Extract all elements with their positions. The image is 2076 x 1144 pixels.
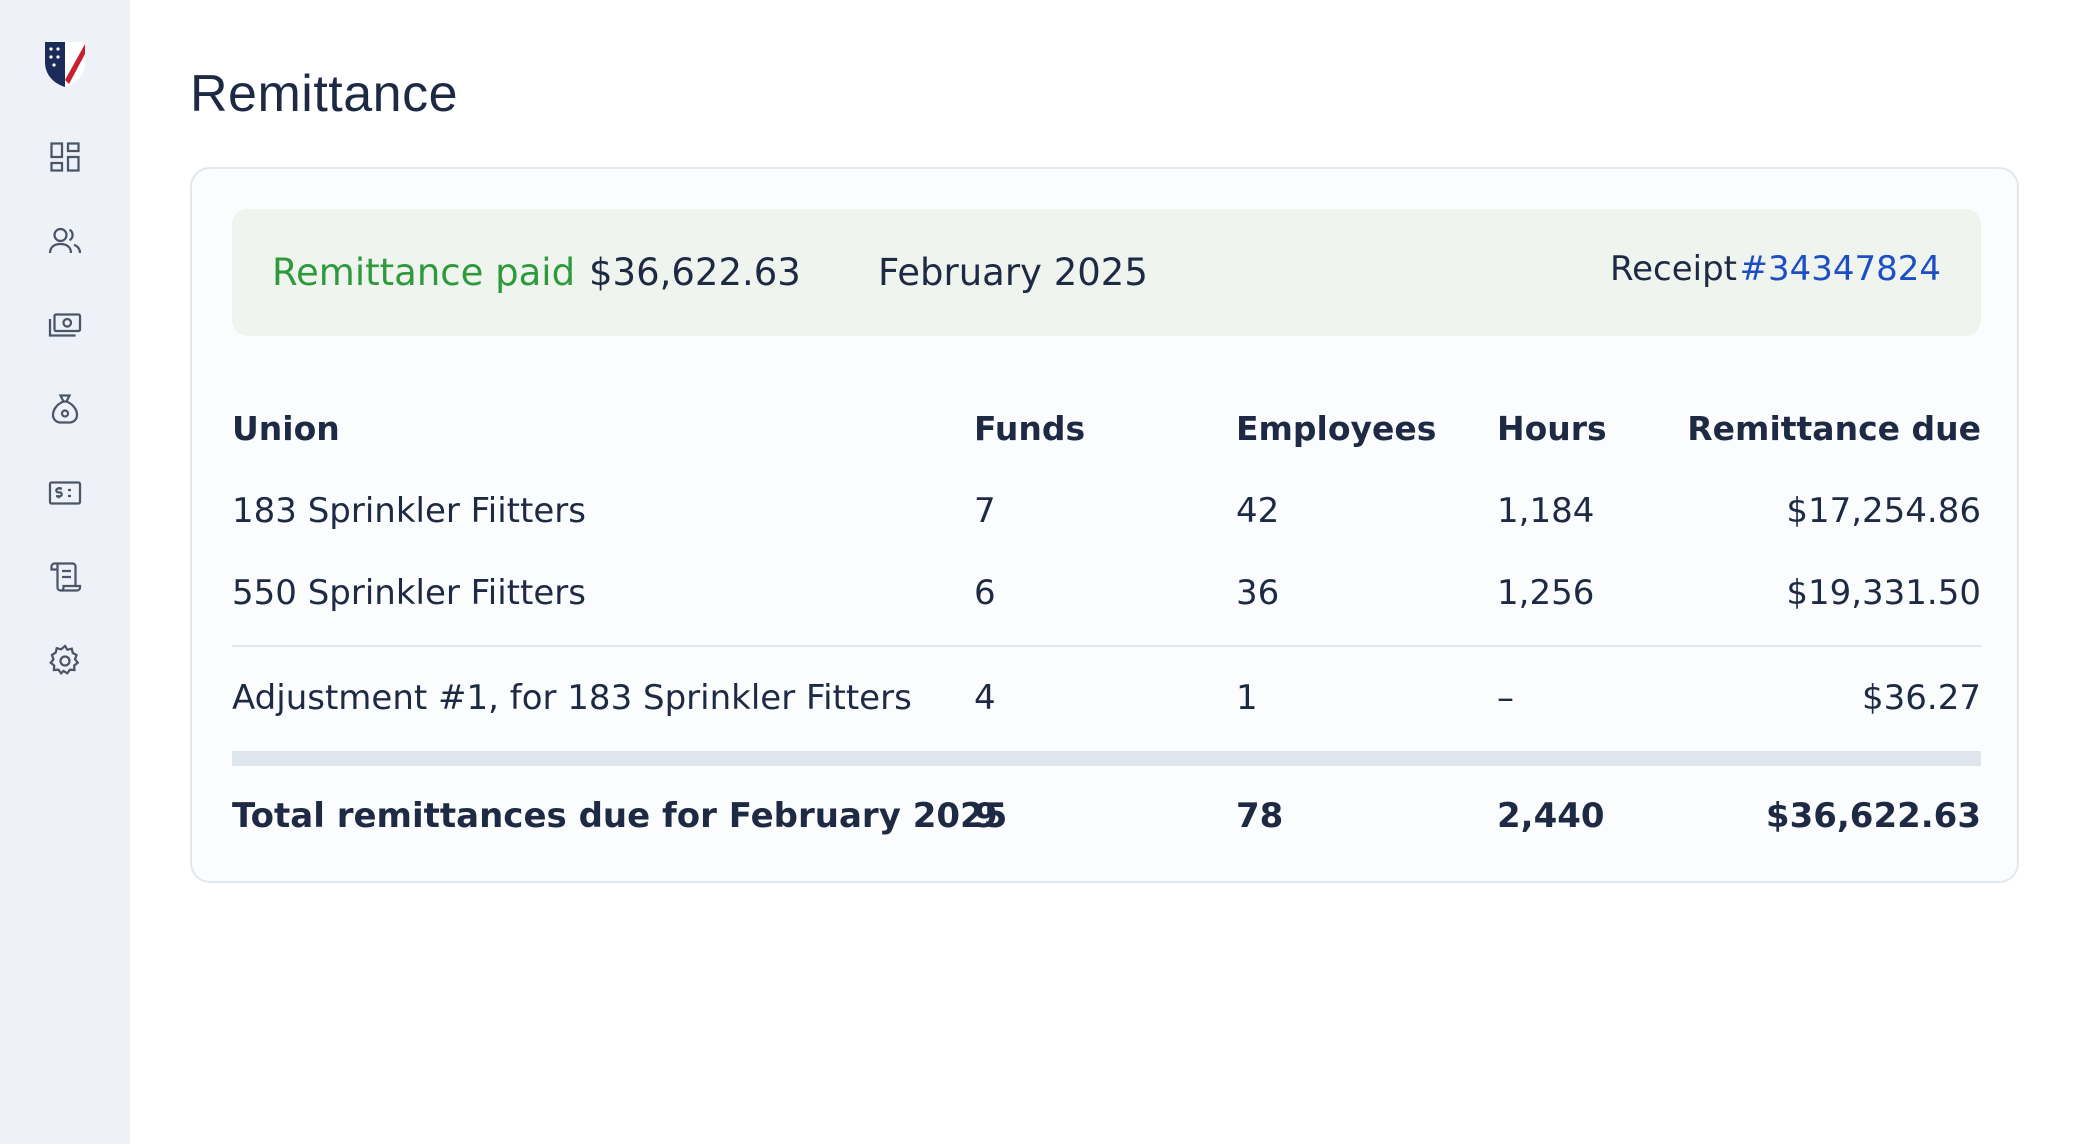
- table-row-hours: 1,256: [1497, 573, 1595, 613]
- money-icon: [48, 313, 82, 337]
- receipt-link[interactable]: #34347824: [1739, 249, 1941, 289]
- table-row-employees: 36: [1236, 573, 1280, 613]
- table-row-employees: 42: [1236, 491, 1280, 531]
- total-row-label: Total remittances due for February 2025: [232, 796, 1008, 836]
- sidebar-item-funds[interactable]: [35, 379, 95, 439]
- page-title: Remittance: [190, 65, 458, 123]
- paid-amount: $36,622.63: [589, 251, 801, 294]
- table-row-funds: 6: [974, 573, 996, 613]
- total-divider: [232, 751, 1981, 766]
- row-divider: [232, 645, 1981, 647]
- total-row-due: $36,622.63: [1765, 796, 1981, 836]
- sidebar-item-settings[interactable]: [35, 631, 95, 691]
- sidebar-item-reports[interactable]: [35, 547, 95, 607]
- column-header-hours: Hours: [1497, 409, 1607, 448]
- adjustment-row-funds: 4: [974, 678, 996, 718]
- adjustment-row-due: $36.27: [1862, 678, 1981, 718]
- gear-icon: [49, 644, 80, 676]
- payment-status-banner: Remittance paid $36,622.63 February 2025…: [232, 209, 1981, 336]
- table-row-union: 550 Sprinkler Fiitters: [232, 573, 586, 613]
- total-row-funds: 9: [974, 796, 998, 836]
- sidebar-item-payments[interactable]: [35, 295, 95, 355]
- table-row-hours: 1,184: [1497, 491, 1595, 531]
- shield-logo[interactable]: [43, 40, 87, 88]
- total-row-employees: 78: [1236, 796, 1284, 836]
- column-header-funds: Funds: [974, 409, 1086, 448]
- sidebar-item-dashboard[interactable]: [35, 127, 95, 187]
- column-header-remittance-due: Remittance due: [1687, 409, 1981, 448]
- table-row-funds: 7: [974, 491, 996, 531]
- adjustment-row-employees: 1: [1236, 678, 1258, 718]
- dashboard-icon: [50, 142, 80, 172]
- receipt-label: Receipt: [1610, 249, 1737, 289]
- invoice-icon: [48, 481, 82, 505]
- table-row-due: $17,254.86: [1786, 491, 1981, 531]
- adjustment-row-label: Adjustment #1, for 183 Sprinkler Fitters: [232, 678, 912, 718]
- users-icon: [48, 227, 82, 254]
- remittance-card: Remittance paid $36,622.63 February 2025…: [190, 167, 2019, 883]
- column-header-union: Union: [232, 409, 340, 448]
- column-header-employees: Employees: [1236, 409, 1437, 448]
- status-label: Remittance paid: [272, 251, 576, 294]
- money-bag-icon: [51, 394, 79, 424]
- total-row-hours: 2,440: [1497, 796, 1605, 836]
- scroll-icon: [50, 562, 82, 592]
- adjustment-row-hours: –: [1497, 678, 1514, 718]
- sidebar: [0, 0, 130, 1144]
- table-row-due: $19,331.50: [1786, 573, 1981, 613]
- table-row-union: 183 Sprinkler Fiitters: [232, 491, 586, 531]
- sidebar-item-remittance[interactable]: [35, 463, 95, 523]
- period-label: February 2025: [878, 251, 1148, 294]
- sidebar-item-members[interactable]: [35, 211, 95, 271]
